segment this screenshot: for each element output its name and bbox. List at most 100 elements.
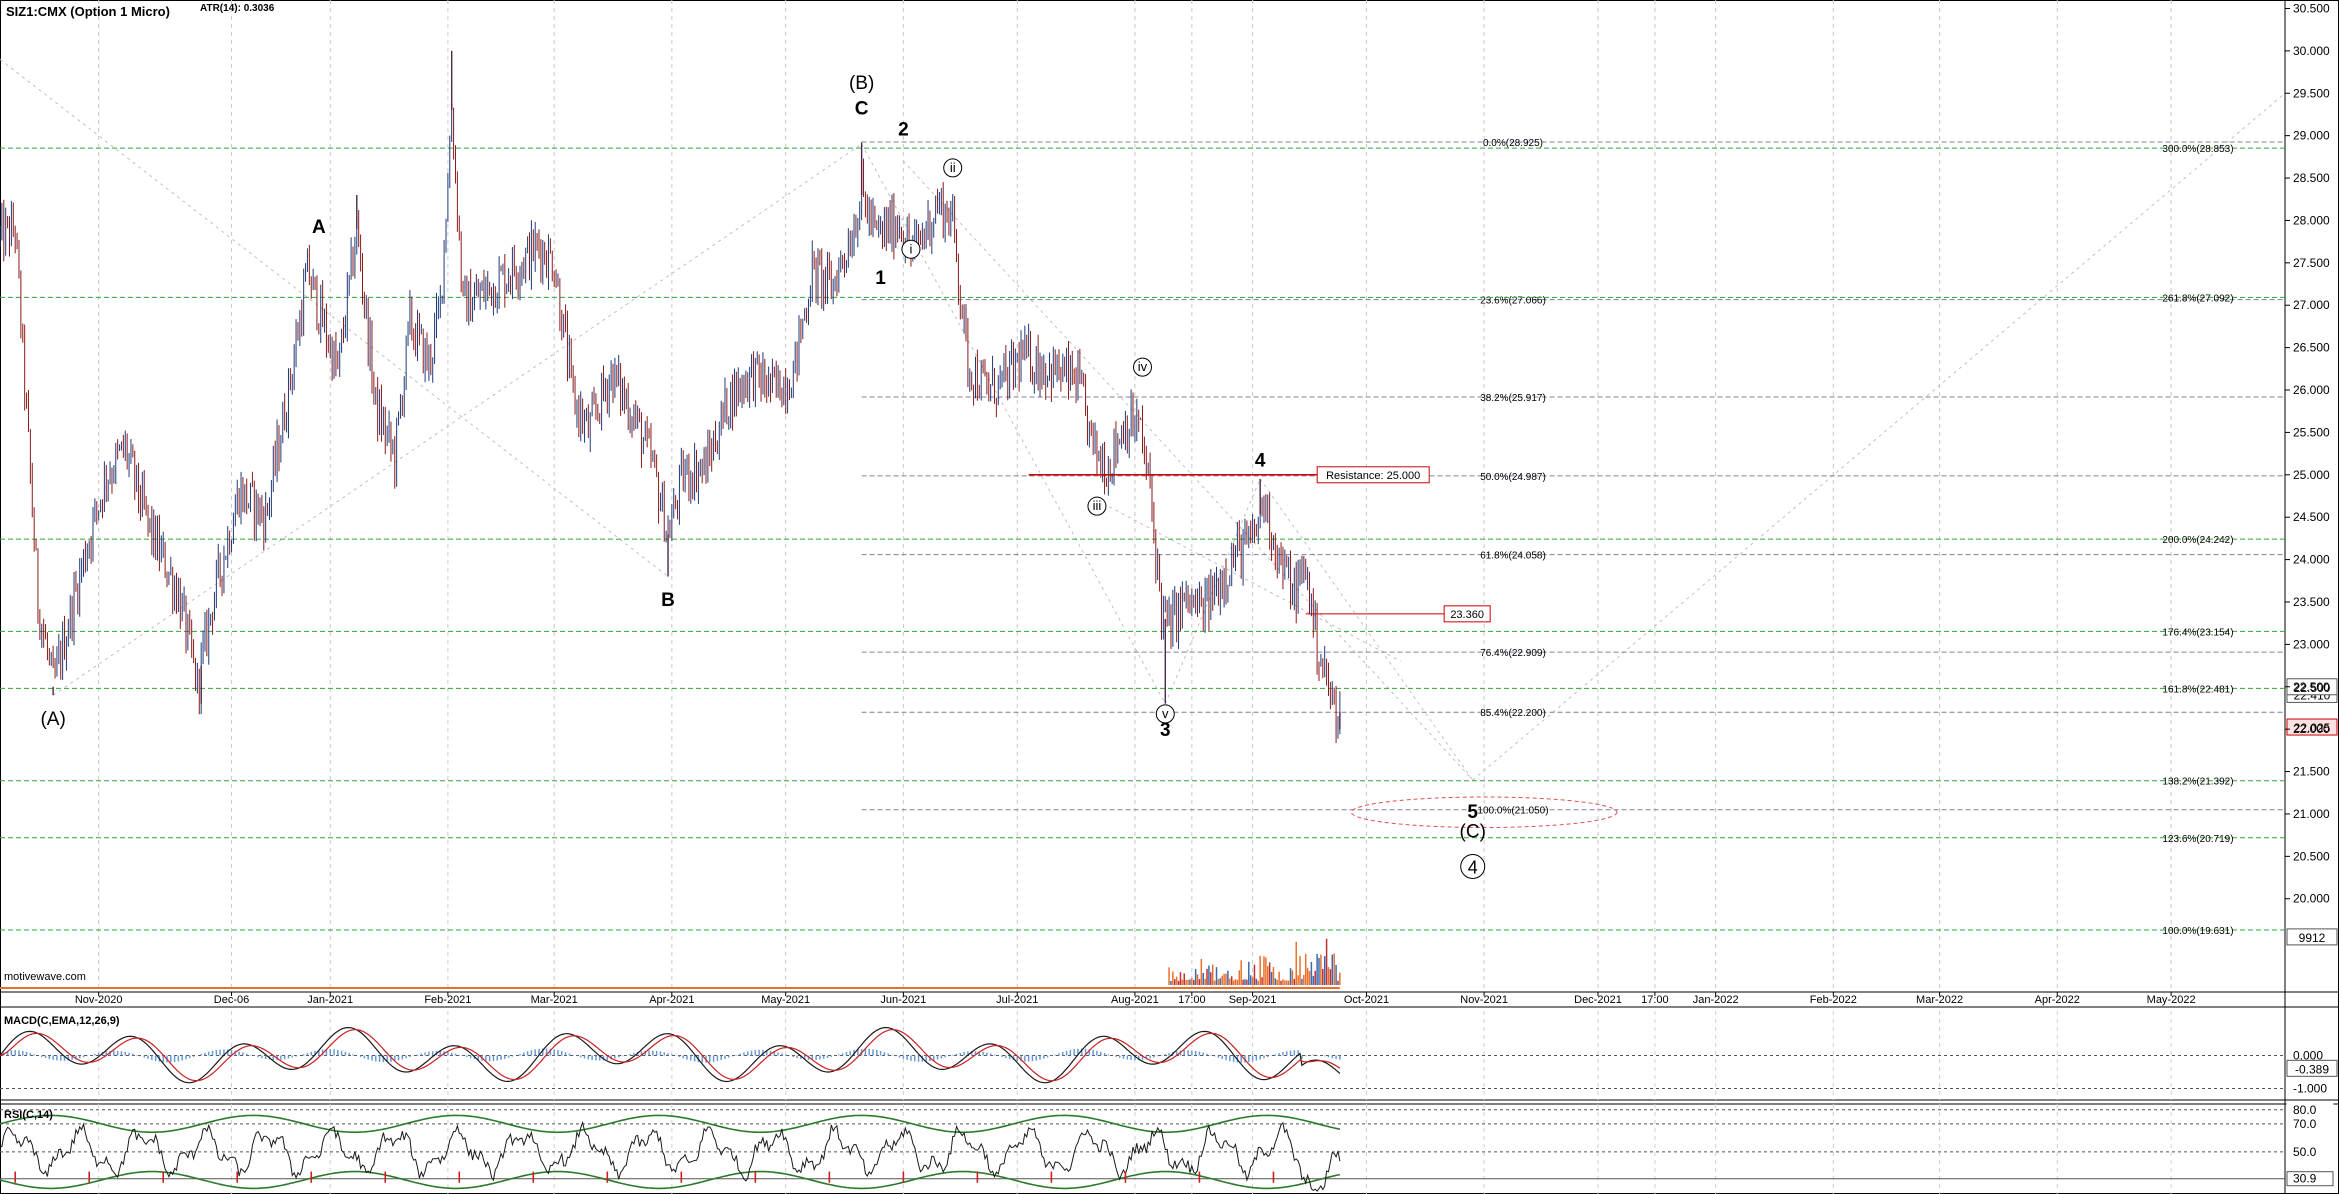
wave-label: A: [312, 217, 326, 238]
time-tick-label: Apr-2022: [2035, 994, 2080, 1006]
wave-circle: [901, 239, 921, 259]
fib-level-label: 100.0%(19.631): [2162, 926, 2233, 937]
fib-levels: 0.0%(28.925) 23.6%(27.066) 38.2%(25.917) 50…: [0, 138, 2285, 937]
fib-level-label: 123.6%(20.719): [2162, 834, 2233, 845]
fib-level-label: 261.8%(27.092): [2162, 293, 2233, 304]
chart-title: SIZ1:CMX (Option 1 Micro): [6, 4, 170, 19]
price-tick-label: 22.000: [2293, 722, 2330, 736]
price-tick-label: 21.000: [2293, 807, 2330, 821]
price-tick-label: 22.500: [2293, 680, 2330, 694]
time-tick-label: Mar-2021: [531, 994, 578, 1006]
wave-label: 4: [1255, 450, 1266, 471]
price-tick-label: 23.000: [2293, 637, 2330, 651]
wave-label: i: [910, 241, 913, 256]
price-tick-label: 29.500: [2293, 86, 2330, 100]
wave-label: (C): [1460, 822, 1486, 843]
fib-level-label: 100.0%(21.050): [1477, 806, 1548, 817]
time-tick-label: Jan-2021: [307, 994, 353, 1006]
price-tick-label: 23.500: [2293, 595, 2330, 609]
rsi-panel[interactable]: 80.070.0 50.0 30.9: [0, 1102, 2334, 1192]
macd-title: MACD(C,EMA,12,26,9): [4, 1015, 120, 1027]
resistance-box: [1316, 466, 1430, 484]
watermark: motivewave.com: [4, 971, 86, 983]
rsi-tick-label: 50.0: [2293, 1145, 2317, 1159]
volume-bars: [0, 938, 1341, 989]
macd-value-label: -0.389: [2295, 1062, 2329, 1076]
rsi-tick-box: [2286, 1171, 2334, 1187]
time-tick-label: Apr-2021: [649, 994, 694, 1006]
price-tick-label: 24.000: [2293, 553, 2330, 567]
price-axis[interactable]: 20.000 20.500 21.000 21.500 22.000 22.500 23.0…: [2285, 1, 2330, 906]
price-tag: [2286, 928, 2338, 946]
price-tick-label: 20.500: [2293, 849, 2330, 863]
rsi-title: RSI(C,14): [4, 1109, 53, 1121]
wave-label: iv: [1138, 359, 1148, 374]
time-tick-label: Feb-2022: [1810, 994, 1857, 1006]
rsi-tick-label: 70.0: [2293, 1117, 2317, 1131]
wave-label: (A): [40, 709, 65, 730]
grid-lines: [98, 0, 2172, 1194]
fib-level-label: 161.8%(22.481): [2162, 684, 2233, 695]
rsi-lower-band: [0, 1170, 1341, 1190]
macd-line: [0, 1027, 1341, 1084]
time-tick-label: Feb-2021: [424, 994, 471, 1006]
macd-tick-label: 0.000: [2293, 1049, 2323, 1063]
fib-level-label: 300.0%(28.853): [2162, 144, 2233, 155]
annotations: Resistance: 25.00023.36022.41022.02522.5…: [1028, 466, 2338, 946]
price-tick-label: 30.000: [2293, 44, 2330, 58]
fib-level-label: 61.8%(24.058): [1480, 551, 1546, 562]
wave-label: iii: [1093, 498, 1102, 513]
time-axis[interactable]: Nov-2020 Dec-06 Jan-2021 Feb-2021 Mar-2021 Ap…: [75, 992, 2196, 1006]
price-box: [1443, 605, 1491, 623]
price-tag-label: 9912: [2299, 931, 2326, 945]
wave-label: 4: [1468, 858, 1478, 878]
macd-panel[interactable]: 0.000 -1.000 -0.389: [0, 1027, 2338, 1096]
wave-label: C: [855, 98, 869, 119]
rsi-tick-label: 30.9: [2293, 1172, 2317, 1186]
target-ellipse: [1350, 796, 1618, 829]
time-tick-label: Aug-2021: [1111, 994, 1159, 1006]
price-tick-label: 21.500: [2293, 765, 2330, 779]
wave-circle: [943, 158, 963, 178]
fib-level-label: 50.0%(24.987): [1480, 472, 1546, 483]
time-tick-label: May-2021: [761, 994, 810, 1006]
fib-level-label: 85.4%(22.200): [1480, 708, 1546, 719]
macd-signal-line: [0, 1028, 1341, 1082]
time-tick-label: Mar-2022: [1916, 994, 1963, 1006]
trend-line: [1472, 92, 2285, 781]
wave-label: (B): [849, 73, 874, 94]
rsi-upper-band: [0, 1114, 1341, 1134]
wave-circle: [1155, 704, 1175, 724]
rsi-tick-box: [2286, 1116, 2334, 1132]
price-tick-label: 20.000: [2293, 892, 2330, 906]
price-tick-label: 25.500: [2293, 425, 2330, 439]
fib-level-label: 200.0%(24.242): [2162, 535, 2233, 546]
macd-tick-label: -1.000: [2293, 1081, 2327, 1095]
wave-label: B: [661, 590, 675, 611]
fib-level-label: 23.6%(27.066): [1480, 296, 1546, 307]
fib-level-label: 0.0%(28.925): [1483, 138, 1543, 149]
price-tick-label: 29.000: [2293, 129, 2330, 143]
main-plot-area[interactable]: [0, 0, 2285, 992]
price-tick-label: 27.000: [2293, 298, 2330, 312]
wave-label: v: [1162, 706, 1169, 721]
time-tick-label: Sep-2021: [1229, 994, 1277, 1006]
rsi-tick-label: 80.0: [2293, 1103, 2317, 1117]
trend-line: [1259, 478, 1474, 781]
wave-label: 1: [875, 268, 886, 289]
price-tag: [2286, 718, 2338, 736]
rsi-tick-box: [2286, 1144, 2334, 1160]
fib-level-label: 138.2%(21.392): [2162, 777, 2233, 788]
rsi-line: [0, 1120, 1341, 1192]
time-tick-label: Dec-2021: [1574, 994, 1622, 1006]
time-tick-label: Jul-2021: [996, 994, 1038, 1006]
atr-readout: ATR(14): 0.3036: [200, 3, 275, 14]
wave-label: ii: [950, 160, 956, 175]
time-tick-label: Nov-2021: [1460, 994, 1508, 1006]
wave-circle: [1087, 496, 1107, 516]
time-tick-label: 17:00: [1178, 994, 1206, 1006]
time-tick-label: Nov-2020: [75, 994, 123, 1006]
trend-line: [1096, 499, 1401, 662]
price-tick-label: 30.500: [2293, 1, 2330, 15]
